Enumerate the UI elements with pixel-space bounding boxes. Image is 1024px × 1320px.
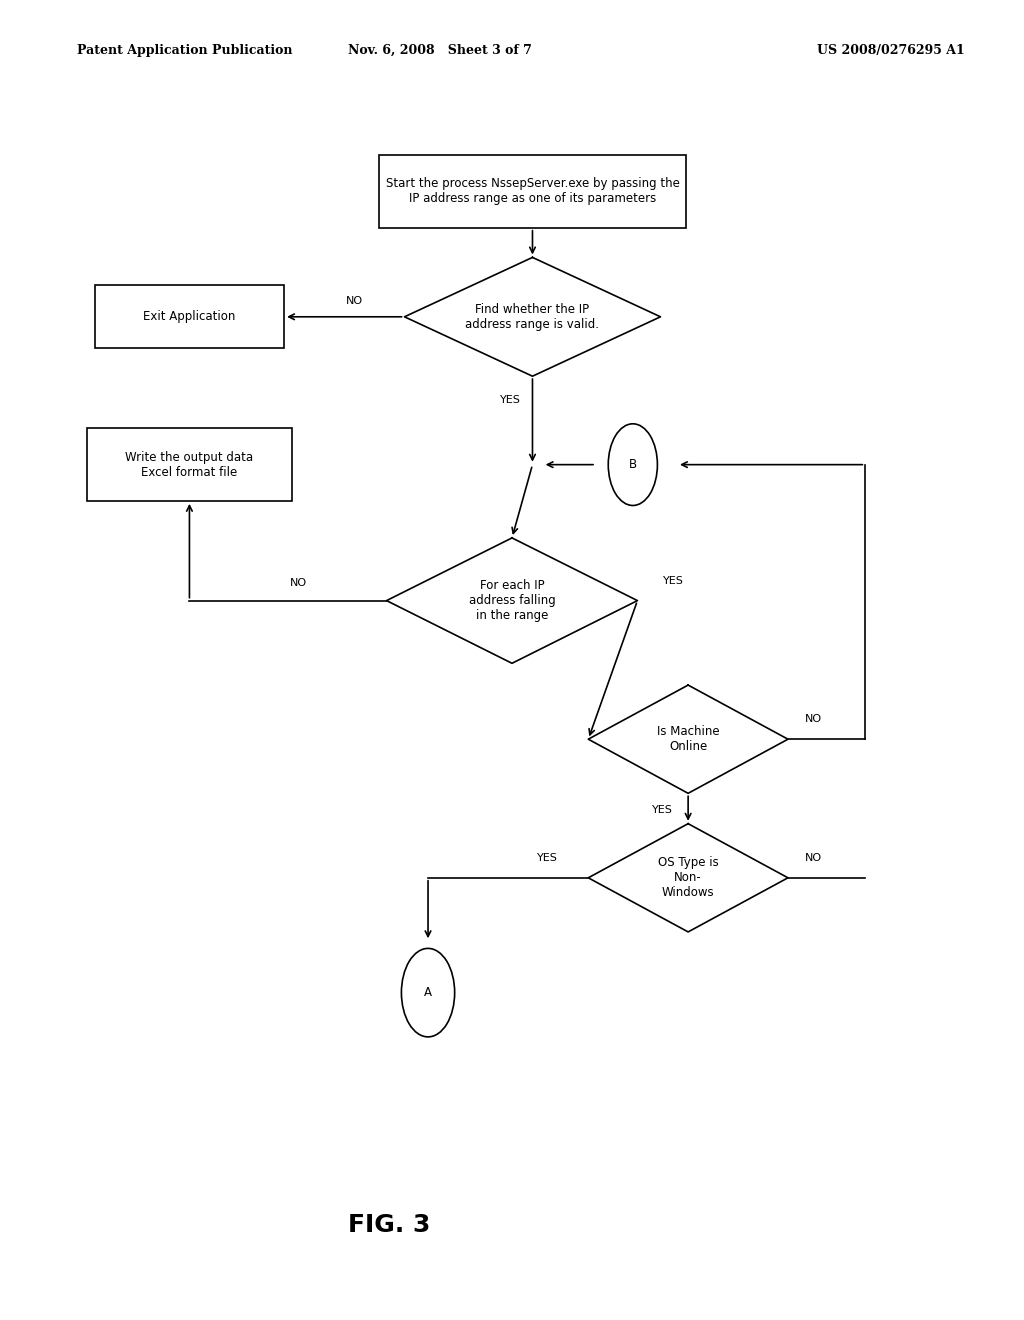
Text: Write the output data
Excel format file: Write the output data Excel format file	[125, 450, 254, 479]
Text: YES: YES	[652, 805, 673, 816]
FancyBboxPatch shape	[379, 154, 686, 227]
Ellipse shape	[401, 948, 455, 1038]
Text: YES: YES	[500, 395, 520, 405]
Text: NO: NO	[805, 714, 822, 725]
Text: YES: YES	[663, 576, 684, 586]
Text: US 2008/0276295 A1: US 2008/0276295 A1	[817, 44, 965, 57]
Text: Patent Application Publication: Patent Application Publication	[77, 44, 292, 57]
Text: NO: NO	[290, 578, 307, 589]
Polygon shape	[404, 257, 660, 376]
Text: Start the process NssepServer.exe by passing the
IP address range as one of its : Start the process NssepServer.exe by pas…	[386, 177, 679, 206]
Text: B: B	[629, 458, 637, 471]
Text: For each IP
address falling
in the range: For each IP address falling in the range	[469, 579, 555, 622]
Text: FIG. 3: FIG. 3	[348, 1213, 430, 1237]
Text: Exit Application: Exit Application	[143, 310, 236, 323]
Text: NO: NO	[346, 296, 364, 306]
Text: NO: NO	[805, 853, 822, 863]
Text: OS Type is
Non-
Windows: OS Type is Non- Windows	[657, 857, 719, 899]
Text: A: A	[424, 986, 432, 999]
Text: Nov. 6, 2008   Sheet 3 of 7: Nov. 6, 2008 Sheet 3 of 7	[348, 44, 532, 57]
Polygon shape	[588, 824, 788, 932]
FancyBboxPatch shape	[94, 285, 284, 348]
Text: YES: YES	[537, 853, 558, 863]
Text: Find whether the IP
address range is valid.: Find whether the IP address range is val…	[466, 302, 599, 331]
Polygon shape	[588, 685, 788, 793]
Ellipse shape	[608, 424, 657, 506]
FancyBboxPatch shape	[87, 428, 292, 500]
Text: Is Machine
Online: Is Machine Online	[656, 725, 720, 754]
Polygon shape	[387, 539, 637, 663]
